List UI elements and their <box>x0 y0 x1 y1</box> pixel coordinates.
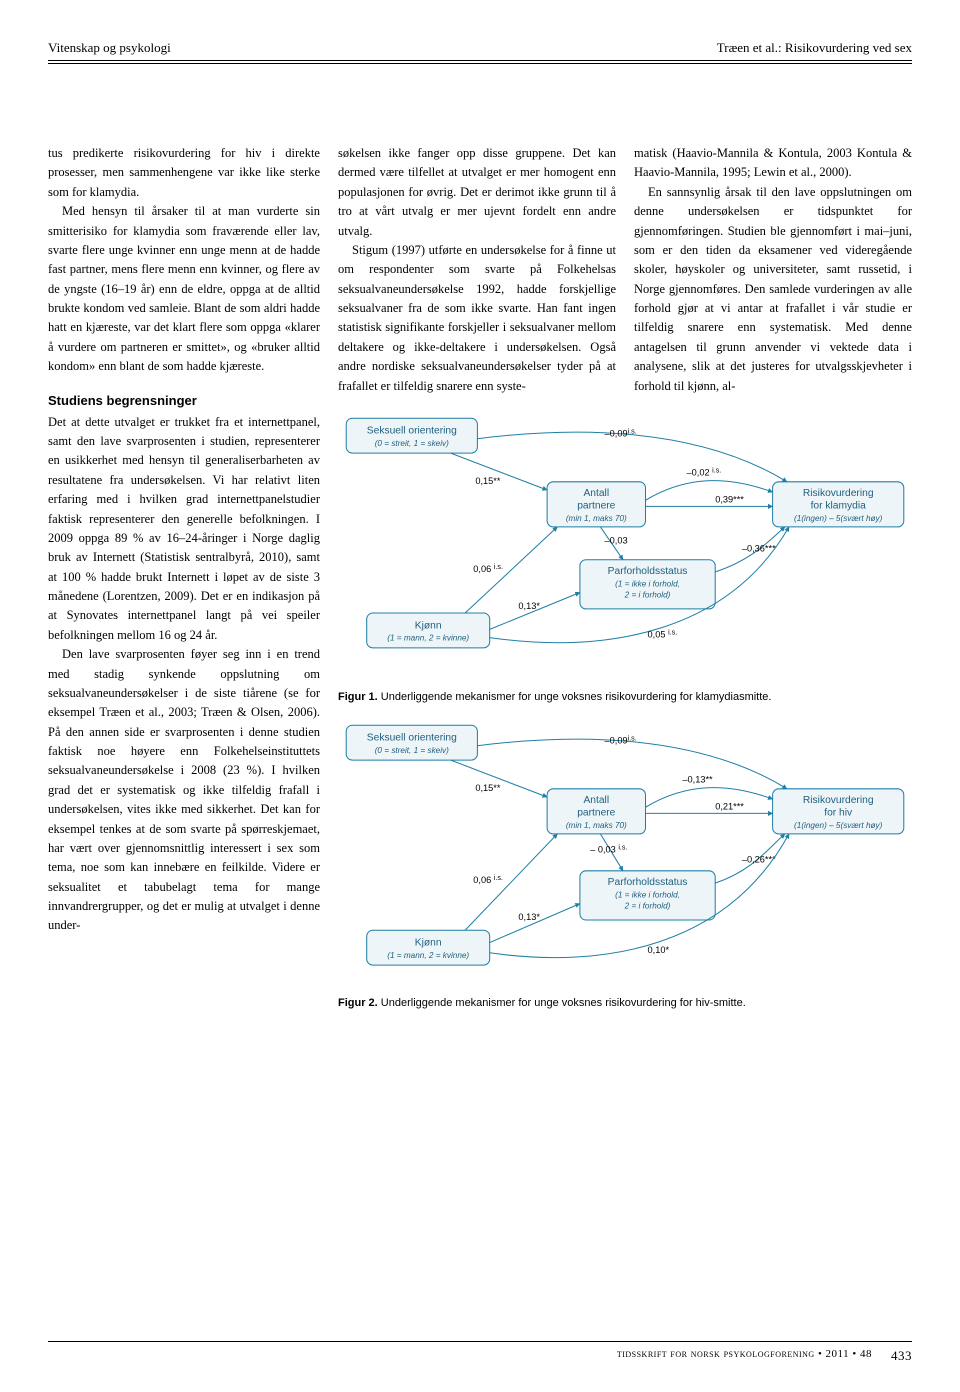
figure-2-diagram: Seksuell orientering (0 = streit, 1 = sk… <box>338 715 912 992</box>
right-column-container: søkelsen ikke fanger opp disse gruppene.… <box>338 144 912 1009</box>
col1-p4: Den lave svarprosenten føyer seg inn i e… <box>48 645 320 936</box>
f2-e-g-ap: 0,06 i.s. <box>473 874 503 885</box>
running-head-left: Vitenskap og psykologi <box>48 40 171 56</box>
column-3: matisk (Haavio-Mannila & Kontula, 2003 K… <box>634 144 912 396</box>
f2-e-g-out: 0,10* <box>648 944 670 954</box>
f1-e-g-ap: 0,06 i.s. <box>473 563 503 574</box>
col1-p1: tus predikerte risikovurdering for hiv i… <box>48 144 320 202</box>
f1-e-g-out: 0,05 i.s. <box>648 628 678 639</box>
figure-2-caption: Figur 2. Underliggende mekanismer for un… <box>338 997 912 1009</box>
f1-node-out-sub: (1(ingen) – 5(svært høy) <box>794 514 883 523</box>
right-text-row: søkelsen ikke fanger opp disse gruppene.… <box>338 144 912 396</box>
f2-e-so-out: –0,09i.s. <box>605 734 637 745</box>
header-rule-2 <box>48 63 912 64</box>
col1-p3: Det at dette utvalget er trukket fra et … <box>48 413 320 646</box>
f2-node-so-title: Seksuell orientering <box>367 732 457 743</box>
f1-e-g-rel: 0,13* <box>518 601 540 611</box>
f2-node-out-title2: for hiv <box>824 807 853 818</box>
f2-node-g-sub: (1 = mann, 2 = kvinne) <box>387 951 469 960</box>
f1-e-ap-top: –0,02 i.s. <box>687 466 722 477</box>
f2-e-so-ap: 0,15** <box>475 782 501 792</box>
f2-node-rel-sub2: 2 = i forhold) <box>624 901 671 910</box>
f1-node-rel-title: Parforholdsstatus <box>608 566 688 577</box>
figure-1: Seksuell orientering (0 = streit, 1 = sk… <box>338 408 912 703</box>
f2-e-ap-top: –0,13** <box>682 774 713 784</box>
f1-node-rel-sub2: 2 = i forhold) <box>624 591 671 600</box>
figure-1-caption-rest: Underliggende mekanismer for unge voksne… <box>378 691 772 703</box>
f1-node-ap-sub: (min 1, maks 70) <box>566 514 627 523</box>
f1-e-rel-out: –0,36*** <box>742 543 776 553</box>
figure-1-caption: Figur 1. Underliggende mekanismer for un… <box>338 691 912 703</box>
f2-node-ap-title2: partnere <box>577 807 615 818</box>
section-head-limitations: Studiens begrensninger <box>48 391 320 411</box>
f2-node-g-title: Kjønn <box>415 937 442 948</box>
f1-node-so-sub: (0 = streit, 1 = skeiv) <box>375 439 449 448</box>
figure-1-diagram: Seksuell orientering (0 = streit, 1 = sk… <box>338 408 912 685</box>
page-number: 433 <box>872 1348 912 1364</box>
f2-e-g-rel: 0,13* <box>518 912 540 922</box>
f2-node-ap-title1: Antall <box>583 795 609 806</box>
f1-e-ap-out: 0,39*** <box>715 494 744 504</box>
running-head: Vitenskap og psykologi Træen et al.: Ris… <box>48 40 912 56</box>
f2-node-out-sub: (1(ingen) – 5(svært høy) <box>794 820 883 829</box>
f2-e-ap-out: 0,21*** <box>715 801 744 811</box>
footer: tidsskrift for norsk psykologforening • … <box>0 1341 960 1364</box>
f1-node-ap-title1: Antall <box>583 488 609 499</box>
f1-node-g-title: Kjønn <box>415 620 442 631</box>
figure-2-caption-rest: Underliggende mekanismer for unge voksne… <box>378 997 746 1009</box>
f1-node-out-title1: Risikovurdering <box>803 488 874 499</box>
f2-e-rel-out: –0,26*** <box>742 854 776 864</box>
figure-1-caption-bold: Figur 1. <box>338 691 378 703</box>
column-2: søkelsen ikke fanger opp disse gruppene.… <box>338 144 616 396</box>
header-rule-1 <box>48 60 912 61</box>
f2-node-out-title1: Risikovurdering <box>803 795 874 806</box>
f2-node-rel-sub1: (1 = ikke i forhold, <box>615 890 680 899</box>
col3-p1: matisk (Haavio-Mannila & Kontula, 2003 K… <box>634 144 912 183</box>
page-body: tus predikerte risikovurdering for hiv i… <box>48 144 912 1009</box>
column-1: tus predikerte risikovurdering for hiv i… <box>48 144 320 1009</box>
figure-2-caption-bold: Figur 2. <box>338 997 378 1009</box>
col2-p2: Stigum (1997) utførte en undersøkelse fo… <box>338 241 616 396</box>
running-head-right: Træen et al.: Risikovurdering ved sex <box>717 40 912 56</box>
f2-node-ap-sub: (min 1, maks 70) <box>566 820 627 829</box>
f2-e-ap-rel: – 0,03 i.s. <box>590 843 627 854</box>
f2-node-rel-title: Parforholdsstatus <box>608 877 688 888</box>
footer-journal: tidsskrift for norsk psykologforening • … <box>48 1348 872 1364</box>
f1-node-ap-title2: partnere <box>577 500 615 511</box>
footer-rule <box>48 1341 912 1342</box>
f1-e-so-ap: 0,15** <box>475 476 501 486</box>
f2-node-so-sub: (0 = streit, 1 = skeiv) <box>375 746 449 755</box>
col1-p2: Med hensyn til årsaker til at man vurder… <box>48 202 320 376</box>
f1-node-g-sub: (1 = mann, 2 = kvinne) <box>387 634 469 643</box>
col2-p1: søkelsen ikke fanger opp disse gruppene.… <box>338 144 616 241</box>
figure-2: Seksuell orientering (0 = streit, 1 = sk… <box>338 715 912 1010</box>
f1-e-ap-rel: –0,03 <box>605 535 628 545</box>
f1-e-so-out: –0,09i.s. <box>605 428 637 439</box>
f1-node-out-title2: for klamydia <box>811 500 867 511</box>
col3-p2: En sannsynlig årsak til den lave oppslut… <box>634 183 912 396</box>
f1-node-so-title: Seksuell orientering <box>367 426 457 437</box>
f1-node-rel-sub1: (1 = ikke i forhold, <box>615 579 680 588</box>
